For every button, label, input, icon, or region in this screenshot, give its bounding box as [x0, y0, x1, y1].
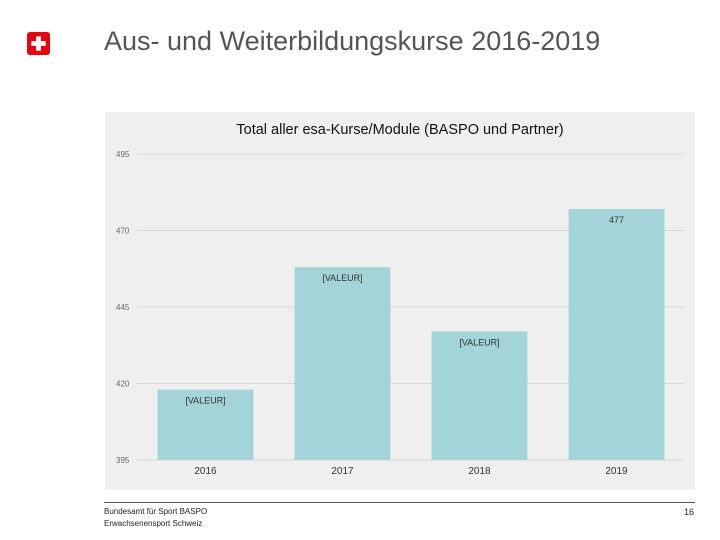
y-tick-label: 445	[116, 303, 130, 312]
footer-divider	[104, 502, 695, 503]
footer-program: Erwachsenensport Schweiz	[104, 519, 203, 528]
y-tick-label: 420	[116, 380, 130, 389]
bar-chart: Total aller esa-Kurse/Module (BASPO und …	[116, 122, 685, 477]
x-tick-label: 2019	[605, 466, 628, 477]
footer-organization: Bundesamt für Sport BASPO	[104, 507, 208, 516]
y-tick-label: 495	[116, 150, 130, 159]
bar	[431, 331, 528, 460]
page-number: 16	[683, 507, 694, 517]
data-label: [VALEUR]	[322, 273, 362, 283]
x-tick-label: 2018	[468, 466, 491, 477]
page-title: Aus- und Weiterbildungskurse 2016-2019	[104, 26, 601, 56]
bar	[157, 389, 254, 460]
y-tick-label: 395	[116, 456, 130, 465]
data-label: [VALEUR]	[185, 396, 225, 406]
bar	[568, 209, 665, 460]
y-tick-label: 470	[116, 227, 130, 236]
x-tick-label: 2016	[194, 466, 217, 477]
chart-title: Total aller esa-Kurse/Module (BASPO und …	[236, 122, 563, 138]
data-label: 477	[609, 215, 624, 225]
bar	[294, 267, 391, 460]
chart-panel: Total aller esa-Kurse/Module (BASPO und …	[105, 112, 695, 490]
x-tick-label: 2017	[331, 466, 354, 477]
swiss-cross-icon	[27, 32, 50, 55]
data-label: [VALEUR]	[459, 337, 499, 347]
